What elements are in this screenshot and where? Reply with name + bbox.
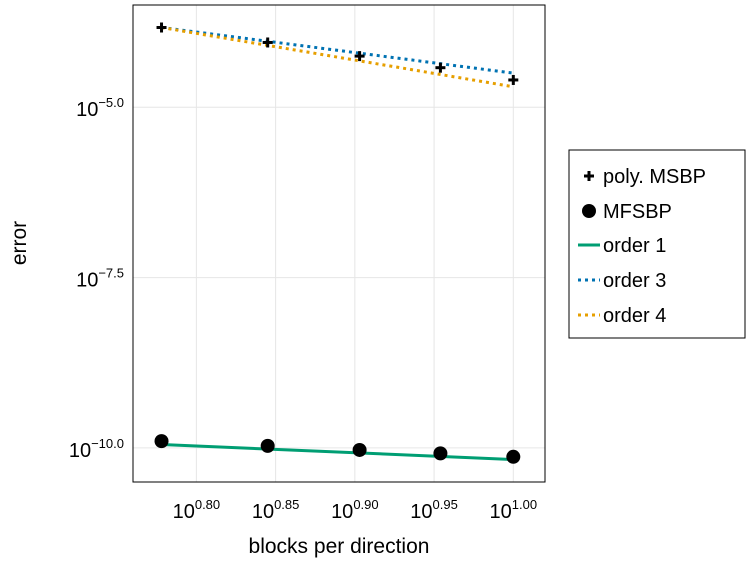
x-tick-label: 100.90 bbox=[331, 497, 379, 523]
y-tick-label: 10−5.0 bbox=[76, 95, 124, 121]
series-line-order-1 bbox=[161, 443, 514, 462]
poly-msbp-point bbox=[262, 37, 273, 48]
legend-entry: order 3 bbox=[578, 270, 666, 292]
legend-entry: order 1 bbox=[578, 235, 666, 257]
poly-msbp-point bbox=[435, 62, 446, 73]
legend-label: MFSBP bbox=[603, 201, 672, 223]
poly-msbp-point bbox=[508, 74, 519, 85]
poly-msbp-point bbox=[156, 22, 167, 33]
plot-area bbox=[132, 4, 546, 483]
y-tick-labels: 10−5.0 10−7.5 10−10.0 bbox=[69, 95, 124, 462]
x-tick-label: 101.00 bbox=[490, 497, 538, 523]
x-tick-label: 100.85 bbox=[252, 497, 300, 523]
plot-border bbox=[132, 4, 546, 483]
legend-label: order 1 bbox=[603, 235, 666, 257]
mfsbp-point bbox=[506, 449, 521, 464]
x-axis-label: blocks per direction bbox=[249, 535, 430, 558]
x-tick-labels: 100.80 100.85 100.90 100.95 101.00 bbox=[173, 497, 537, 523]
legend-label: poly. MSBP bbox=[603, 166, 706, 188]
legend-entry: MFSBP bbox=[582, 201, 672, 223]
series-layer bbox=[154, 22, 521, 464]
x-tick-label: 100.80 bbox=[173, 497, 221, 523]
x-tick-label: 100.95 bbox=[410, 497, 458, 523]
legend-entry: poly. MSBP bbox=[584, 166, 706, 188]
mfsbp-point bbox=[433, 446, 448, 461]
mfsbp-point bbox=[154, 434, 169, 449]
legend-label: order 3 bbox=[603, 270, 666, 292]
legend-label: order 4 bbox=[603, 305, 666, 327]
series-line-order-3 bbox=[161, 25, 514, 75]
legend-entry: order 4 bbox=[578, 305, 666, 327]
y-tick-label: 10−10.0 bbox=[69, 436, 124, 462]
plot-frame bbox=[133, 5, 545, 482]
y-tick-label: 10−7.5 bbox=[76, 266, 124, 292]
legend: poly. MSBP MFSBP order 1 order 3 order 4 bbox=[568, 149, 746, 339]
poly-msbp-point bbox=[354, 51, 365, 62]
y-axis-label: error bbox=[8, 221, 31, 265]
mfsbp-point bbox=[260, 438, 275, 453]
mfsbp-point bbox=[352, 442, 367, 457]
